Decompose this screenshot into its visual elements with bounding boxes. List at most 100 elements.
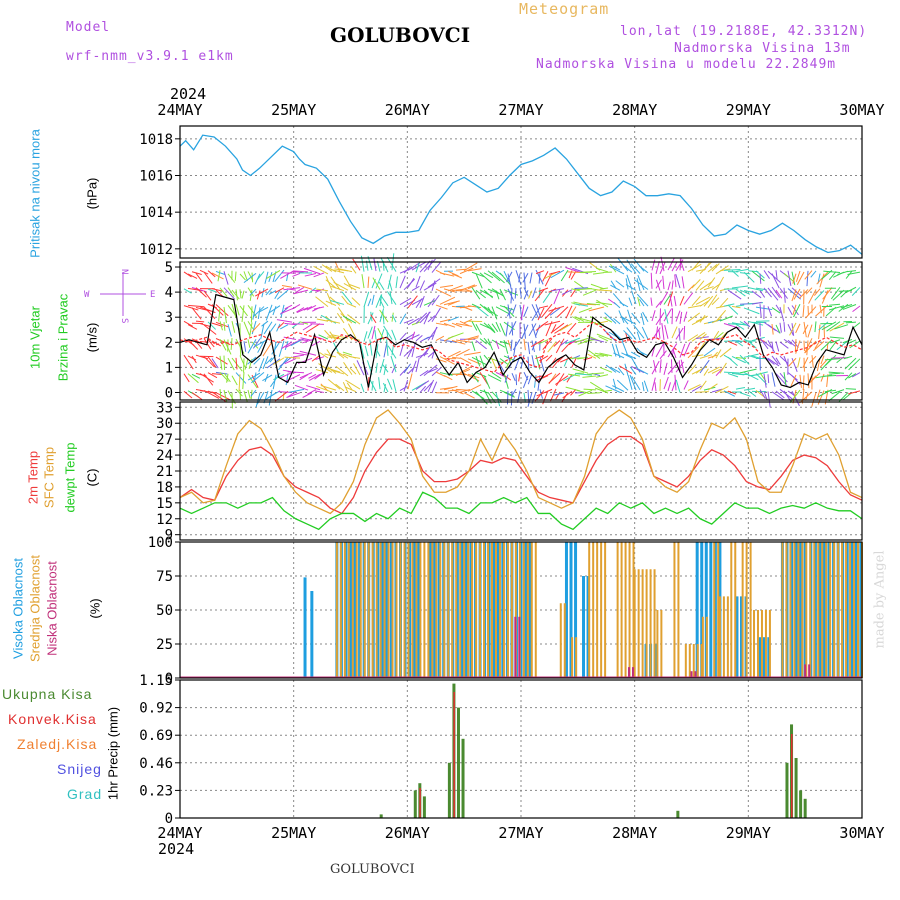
wind-arrow: [283, 336, 297, 340]
wind-arrow: [771, 391, 784, 401]
wind-arrow: [707, 294, 718, 309]
wind-arrow: [375, 348, 381, 357]
wind-arrow: [555, 375, 569, 385]
wind-arrow: [215, 304, 229, 317]
wind-arrow: [475, 356, 481, 367]
wind-arrow: [789, 322, 797, 336]
wind-arrow: [763, 270, 770, 279]
wind-arrow: [590, 381, 605, 392]
wind-arrow: [219, 355, 223, 370]
wind-arrow: [375, 362, 378, 373]
wind-arrow: [743, 307, 760, 315]
wind-arrow: [279, 356, 293, 367]
wind-arrow: [314, 371, 325, 380]
wind-arrow: [735, 340, 744, 347]
wind-arrow: [330, 268, 345, 274]
wind-arrow: [479, 371, 489, 385]
wind-arrow: [659, 261, 666, 275]
wind-arrow: [319, 352, 329, 359]
wind-arrow: [347, 303, 357, 308]
legend-snow: Snijeg: [57, 761, 102, 777]
wind-arrow: [318, 334, 329, 340]
wind-arrow: [262, 374, 273, 382]
wind-arrow: [531, 340, 537, 351]
wind-arrow: [243, 321, 250, 336]
wind-arrow: [218, 307, 221, 322]
wind-arrow: [631, 312, 641, 324]
wind-arrow: [723, 390, 736, 397]
wind-arrow: [586, 302, 601, 306]
wind-arrow: [388, 280, 393, 291]
wind-arrow: [675, 379, 681, 393]
wind-arrow: [605, 385, 621, 393]
temp-ytick-label: 15: [156, 496, 173, 512]
wind-arrow: [510, 288, 513, 304]
wind-arrow: [379, 309, 389, 323]
wind-arrow: [203, 271, 213, 284]
wind-arrow: [715, 349, 722, 359]
wind-arrow: [265, 287, 273, 296]
wind-arrow: [360, 383, 365, 393]
wind-arrow: [604, 312, 617, 324]
wind-arrow: [331, 285, 345, 292]
wind-arrow: [703, 347, 716, 357]
wind-arrow: [792, 304, 797, 315]
wind-arrow: [215, 356, 228, 365]
wind-arrow: [590, 283, 605, 290]
wind-arrow: [542, 271, 549, 282]
wind-arrow: [411, 261, 427, 271]
wind-arrow: [547, 341, 557, 353]
wind-arrow: [622, 264, 633, 273]
wind-arrow: [848, 390, 861, 395]
wind-arrow: [382, 311, 385, 325]
wind-arrow: [795, 323, 801, 334]
wind-arrow: [521, 324, 529, 340]
wind-arrow: [304, 272, 317, 277]
wind-arrow: [610, 280, 617, 289]
wind-arrow: [491, 339, 506, 348]
wind-arrow: [711, 297, 720, 306]
wind-arrow: [272, 357, 285, 366]
wind-arrow: [278, 340, 285, 357]
wind-ytick-label: 1: [165, 360, 173, 376]
wind-arrow: [675, 310, 681, 322]
wind-arrow: [767, 324, 781, 334]
wind-arrow: [715, 309, 727, 322]
wind-arrow: [360, 344, 365, 359]
wind-arrow: [625, 332, 629, 342]
wind-arrow: [674, 274, 677, 288]
wind-arrow: [451, 356, 461, 359]
wind-arrow: [703, 368, 709, 376]
wind-arrow: [755, 390, 769, 401]
wind-arrow: [775, 324, 781, 334]
wind-arrow: [633, 258, 645, 272]
wind-arrow: [650, 272, 653, 289]
wind-arrow: [679, 259, 685, 271]
wind-arrow: [431, 367, 442, 377]
wind-arrow: [629, 374, 637, 391]
wind-arrow: [840, 289, 849, 298]
wind-arrow: [679, 343, 686, 358]
wind-arrow: [299, 350, 317, 356]
wind-arrow: [771, 355, 779, 365]
wind-arrow: [595, 301, 613, 306]
wind-arrow: [491, 372, 502, 380]
wind-arrow: [439, 318, 451, 323]
wind-arrow: [820, 373, 825, 382]
wind-arrow: [479, 338, 487, 345]
wind-arrow: [272, 374, 277, 390]
wind-arrow: [824, 389, 837, 393]
wind-arrow: [595, 320, 609, 325]
wind-arrow: [231, 289, 240, 300]
precip-total-bar: [461, 738, 465, 818]
wind-arrow: [775, 289, 783, 299]
wind-arrow: [670, 359, 673, 373]
wind-arrow: [231, 357, 243, 372]
wind-arrow: [550, 388, 557, 402]
wind-arrow: [423, 382, 433, 392]
wind-arrow: [617, 367, 625, 376]
wind-arrow: [247, 338, 257, 354]
wind-arrow: [183, 390, 193, 399]
wind-arrow: [435, 335, 445, 341]
wind-arrow: [407, 295, 418, 309]
